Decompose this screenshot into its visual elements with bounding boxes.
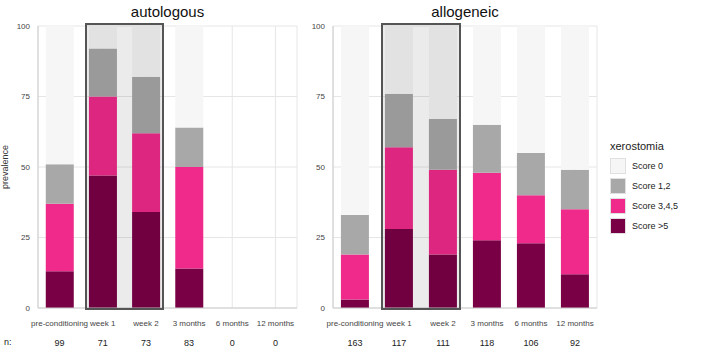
svg-text:week 1: week 1	[89, 319, 116, 328]
svg-text:3 months: 3 months	[173, 319, 206, 328]
svg-text:99: 99	[55, 338, 65, 348]
svg-text:92: 92	[570, 338, 580, 348]
svg-text:week 1: week 1	[385, 319, 412, 328]
svg-text:111: 111	[436, 338, 450, 348]
svg-text:0: 0	[230, 338, 235, 348]
html-text:n:: n:	[4, 337, 12, 347]
svg-text:25: 25	[21, 233, 30, 242]
html-text:autologous: autologous	[130, 3, 205, 20]
svg-text:100: 100	[312, 22, 326, 31]
svg-text:50: 50	[21, 163, 30, 172]
svg-text:118: 118	[480, 338, 494, 348]
svg-text:prevalence: prevalence	[8, 145, 10, 189]
svg-text:pre-conditioning: pre-conditioning	[31, 319, 88, 328]
html-text:Score >5: Score >5	[632, 221, 669, 231]
html-text:Score 3,4,5: Score 3,4,5	[632, 201, 678, 211]
svg-text:25: 25	[316, 233, 325, 242]
svg-text:117: 117	[392, 338, 406, 348]
svg-text:0: 0	[26, 304, 31, 313]
html-text:allogeneic: allogeneic	[431, 3, 499, 20]
html-text:Score 1,2: Score 1,2	[632, 181, 671, 191]
svg-text:73: 73	[141, 338, 151, 348]
html-text:xerostomia: xerostomia	[610, 140, 664, 152]
svg-text:100: 100	[17, 22, 31, 31]
svg-text:0: 0	[321, 304, 326, 313]
svg-text:6 months: 6 months	[515, 319, 548, 328]
svg-text:pre-conditioning: pre-conditioning	[327, 319, 384, 328]
svg-text:75: 75	[21, 92, 30, 101]
svg-text:75: 75	[316, 92, 325, 101]
svg-text:week 2: week 2	[132, 319, 159, 328]
svg-text:83: 83	[184, 338, 194, 348]
svg-text:106: 106	[523, 338, 538, 348]
svg-text:3 months: 3 months	[471, 319, 504, 328]
svg-text:12 months: 12 months	[257, 319, 294, 328]
svg-text:12 months: 12 months	[556, 319, 593, 328]
svg-text:71: 71	[98, 338, 108, 348]
svg-text:0: 0	[273, 338, 278, 348]
svg-text:50: 50	[316, 163, 325, 172]
svg-text:week 2: week 2	[429, 319, 456, 328]
html-text:Score 0: Score 0	[632, 161, 663, 171]
svg-text:6 months: 6 months	[216, 319, 249, 328]
svg-text:163: 163	[347, 338, 362, 348]
